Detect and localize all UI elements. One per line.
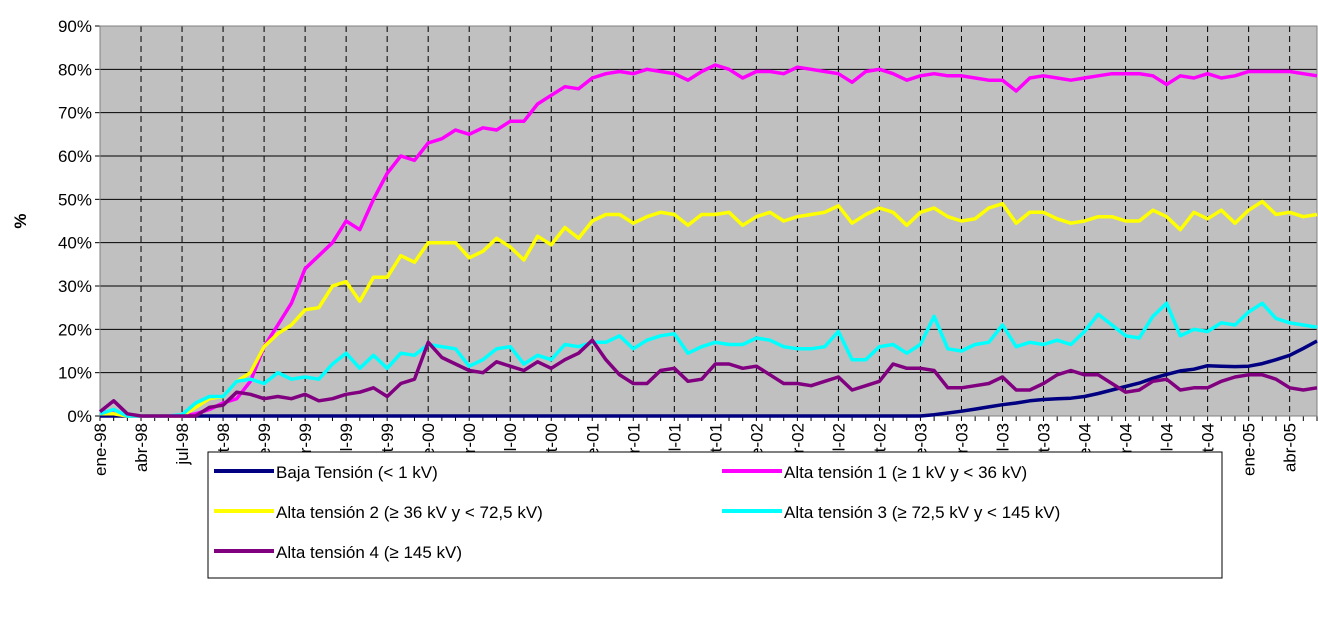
y-tick-label: 30%: [58, 277, 92, 296]
series-line: [100, 339, 1318, 418]
y-tick-label: 20%: [58, 320, 92, 339]
legend-label: Alta tensión 1 (≥ 1 kV y < 36 kV): [784, 463, 1027, 482]
plot-area: [100, 26, 1317, 416]
x-tick-label: abr-05: [1281, 423, 1300, 472]
x-tick-label: abr-98: [132, 423, 151, 472]
y-tick-label: 80%: [58, 60, 92, 79]
y-tick-label: 60%: [58, 147, 92, 166]
y-tick-label: 70%: [58, 104, 92, 123]
y-tick-label: 90%: [58, 17, 92, 36]
y-tick-label: 50%: [58, 190, 92, 209]
legend-box: [207, 451, 1223, 579]
legend-label: Alta tensión 4 (≥ 145 kV): [276, 543, 462, 562]
legend-label: Baja Tensión (< 1 kV): [276, 463, 438, 482]
legend-label: Alta tensión 2 (≥ 36 kV y < 72,5 kV): [276, 503, 543, 522]
x-tick-label: jul-98: [173, 423, 192, 466]
y-tick-label: 40%: [58, 234, 92, 253]
x-tick-label: ene-05: [1240, 423, 1259, 476]
y-tick-label: 10%: [58, 364, 92, 383]
series-line: [100, 199, 1318, 418]
y-tick-label: 0%: [67, 407, 92, 426]
x-tick-label: ene-98: [91, 423, 110, 476]
series-line: [99, 301, 1318, 418]
series-line: [98, 338, 1318, 418]
series-line: [100, 63, 1318, 418]
legend-label: Alta tensión 3 (≥ 72,5 kV y < 145 kV): [784, 503, 1060, 522]
y-axis-label: %: [11, 213, 30, 228]
